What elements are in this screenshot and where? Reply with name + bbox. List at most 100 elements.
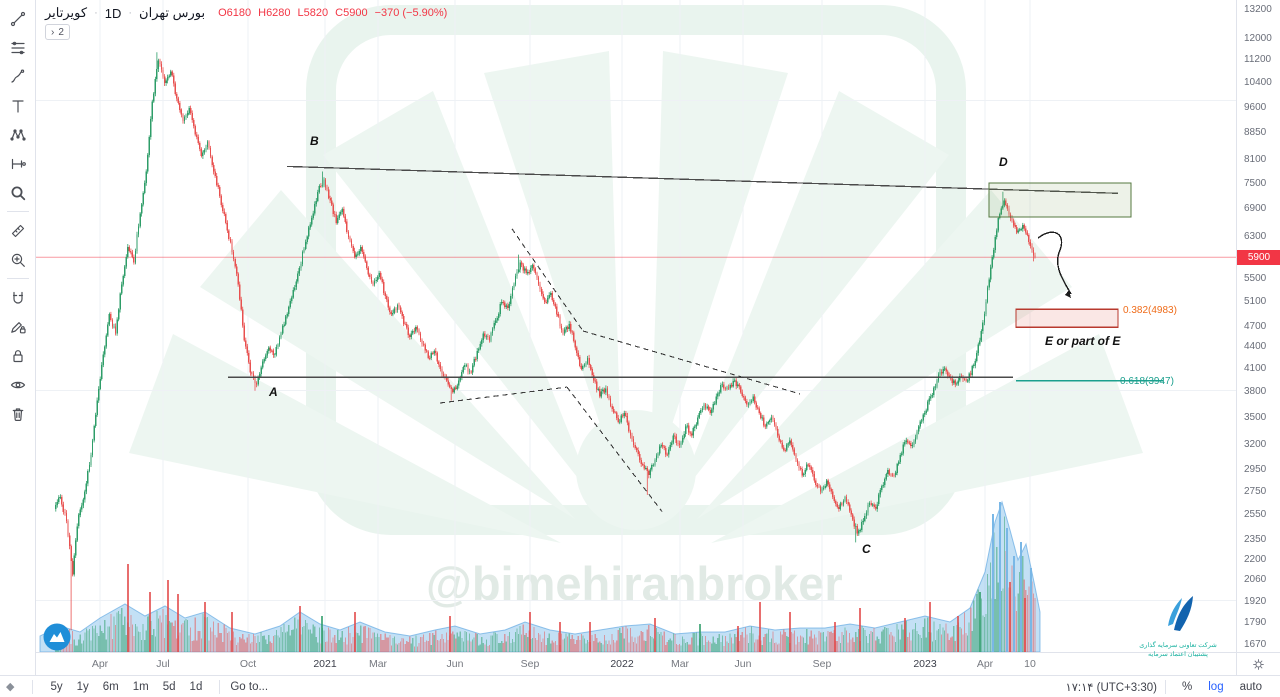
time-tick: Jun <box>446 658 464 670</box>
low-value: L5820 <box>297 7 329 19</box>
xabcd-pattern-icon[interactable] <box>3 120 33 149</box>
text-tool-icon[interactable] <box>3 91 33 120</box>
object-tree-badge[interactable]: › 2 <box>45 24 70 40</box>
dashed-trendline-3[interactable] <box>439 386 568 404</box>
range-button-5d[interactable]: 5d <box>162 680 176 693</box>
candle-wicks: 0.382(4983) 0.618(3947) B A C D E or part of E <box>55 52 1177 631</box>
price-axis[interactable]: 13200 12000 11200 10400 9600 8850 8100 7500 6900… <box>1236 0 1280 652</box>
timeframe-button[interactable]: 1D <box>104 5 122 21</box>
candle-bodies: 0.382(4983) 0.618(3947) B A C D E or part of E <box>55 60 1177 575</box>
clock-timezone[interactable]: ۱۷:۱۴ (UTC+3:30) <box>1065 681 1158 694</box>
price-tick: 8850 <box>1244 126 1267 138</box>
time-tick: Apr <box>976 658 994 670</box>
trendline-b-d[interactable] <box>286 165 1119 194</box>
symbol-name[interactable]: کویرتایر <box>45 5 88 20</box>
object-count: 2 <box>58 26 64 38</box>
zoom-in-icon[interactable] <box>3 245 33 274</box>
time-tick: 10 <box>1024 658 1036 670</box>
price-tick: 4400 <box>1244 341 1267 353</box>
close-value: C5900 <box>335 7 368 19</box>
ruler-icon[interactable] <box>3 216 33 245</box>
legend-separator: · <box>94 7 98 19</box>
price-tick: 1920 <box>1244 595 1267 607</box>
price-tick: 8100 <box>1244 153 1267 165</box>
time-tick: Jul <box>156 658 170 670</box>
range-button-1d[interactable]: 1d <box>189 680 203 693</box>
range-button-1y[interactable]: 1y <box>76 680 89 693</box>
broker-logo-mark <box>1168 596 1193 631</box>
volume-spikes <box>126 502 1033 652</box>
goto-date-button[interactable]: Go to... <box>230 680 269 693</box>
chevron-right-icon: › <box>51 26 55 38</box>
time-tick: Sep <box>520 658 540 670</box>
toolbar-separator <box>6 211 29 212</box>
fib-lines-icon[interactable] <box>3 33 33 62</box>
trend-line-icon[interactable] <box>3 4 33 33</box>
ohlc-values: O6180 H6280 L5820 C5900 −370 (−5.90%) <box>218 7 447 19</box>
drawing-lock-icon[interactable] <box>3 312 33 341</box>
magnet-icon[interactable] <box>3 283 33 312</box>
lock-drawings-icon[interactable] <box>3 341 33 370</box>
price-tick: 1790 <box>1244 617 1267 629</box>
broker-logo-text-2: پشتیبان اعتماد سرمایه <box>1148 650 1208 658</box>
last-price-badge: 5900 <box>1237 249 1280 265</box>
legend-separator: · <box>128 7 133 19</box>
price-tick: 1670 <box>1244 638 1267 650</box>
range-button-5y[interactable]: 5y <box>50 680 63 693</box>
wave-label-b[interactable]: B <box>310 134 319 148</box>
forecast-tool-icon[interactable] <box>3 149 33 178</box>
candlestick-chart-canvas[interactable]: 0.382(4983) 0.618(3947) B A C D E or part of E <box>36 0 1236 652</box>
exchange-name: بورس تهران <box>139 5 206 20</box>
price-tick: 3200 <box>1244 439 1267 451</box>
range-button-1m[interactable]: 1m <box>132 680 149 693</box>
auto-scale-button[interactable]: auto <box>1239 680 1262 693</box>
wave-label-d[interactable]: D <box>999 155 1008 169</box>
chart-legend: کویرتایر · 1D · بورس تهران O6180 H6280 L… <box>45 5 447 21</box>
favorites-diamond-icon[interactable]: ◆ <box>6 681 15 693</box>
dashed-trendline-4[interactable] <box>566 386 663 512</box>
magnifier-icon[interactable] <box>3 178 33 207</box>
price-tick: 3800 <box>1244 386 1267 398</box>
gear-icon <box>1253 658 1264 670</box>
price-tick: 4700 <box>1244 321 1267 333</box>
price-tick: 4100 <box>1244 362 1267 374</box>
price-tick: 2750 <box>1244 485 1267 497</box>
log-scale-button[interactable]: log <box>1208 680 1224 693</box>
wave-label-c[interactable]: C <box>862 542 871 556</box>
grid <box>36 0 1236 652</box>
dashed-trendline-2[interactable] <box>582 330 801 395</box>
price-tick: 7500 <box>1244 177 1267 189</box>
price-tick: 2200 <box>1244 554 1267 566</box>
bottom-toolbar: ◆ 5y 1y 6m 1m 5d 1d Go to... ۱۷:۱۴ (UTC+3:30)… <box>0 675 1280 697</box>
price-tick: 13200 <box>1244 4 1272 15</box>
arrow-annotation[interactable] <box>1037 231 1072 295</box>
time-tick: Apr <box>91 658 109 670</box>
divider <box>1165 679 1167 694</box>
price-tick: 5500 <box>1244 272 1267 284</box>
price-tick: 2550 <box>1244 508 1267 520</box>
change-value: −370 (−5.90%) <box>374 7 448 19</box>
supply-zone-box[interactable] <box>988 182 1132 218</box>
wave-label-a[interactable]: A <box>268 385 278 399</box>
price-tick: 6300 <box>1244 231 1267 243</box>
fib-0382-target-box[interactable] <box>1015 308 1119 328</box>
price-tick: 12000 <box>1244 33 1272 45</box>
price-tick: 9600 <box>1244 101 1267 113</box>
chart-pane: @bimehiranbroker 0.382(4983) 0.618(3947) B… <box>36 0 1236 658</box>
divider <box>219 679 221 694</box>
background-logo-watermark <box>129 5 1143 543</box>
axis-settings-corner[interactable] <box>1236 652 1280 675</box>
dashed-trendline-1[interactable] <box>511 228 584 332</box>
e-target-label[interactable]: E or part of E <box>1045 334 1121 348</box>
price-tick: 3500 <box>1244 411 1267 423</box>
brush-icon[interactable] <box>3 62 33 91</box>
remove-drawings-icon[interactable] <box>3 399 33 428</box>
percent-scale-button[interactable]: % <box>1182 680 1193 693</box>
time-axis[interactable]: Apr Jul Oct 2021 Mar Jun Sep 2022 Mar Jun Sep 2023 A… <box>36 652 1236 675</box>
range-button-6m[interactable]: 6m <box>102 680 119 693</box>
hide-drawings-icon[interactable] <box>3 370 33 399</box>
price-tick: 10400 <box>1244 77 1272 89</box>
time-tick: Oct <box>239 658 257 670</box>
price-tick: 11200 <box>1244 54 1272 66</box>
